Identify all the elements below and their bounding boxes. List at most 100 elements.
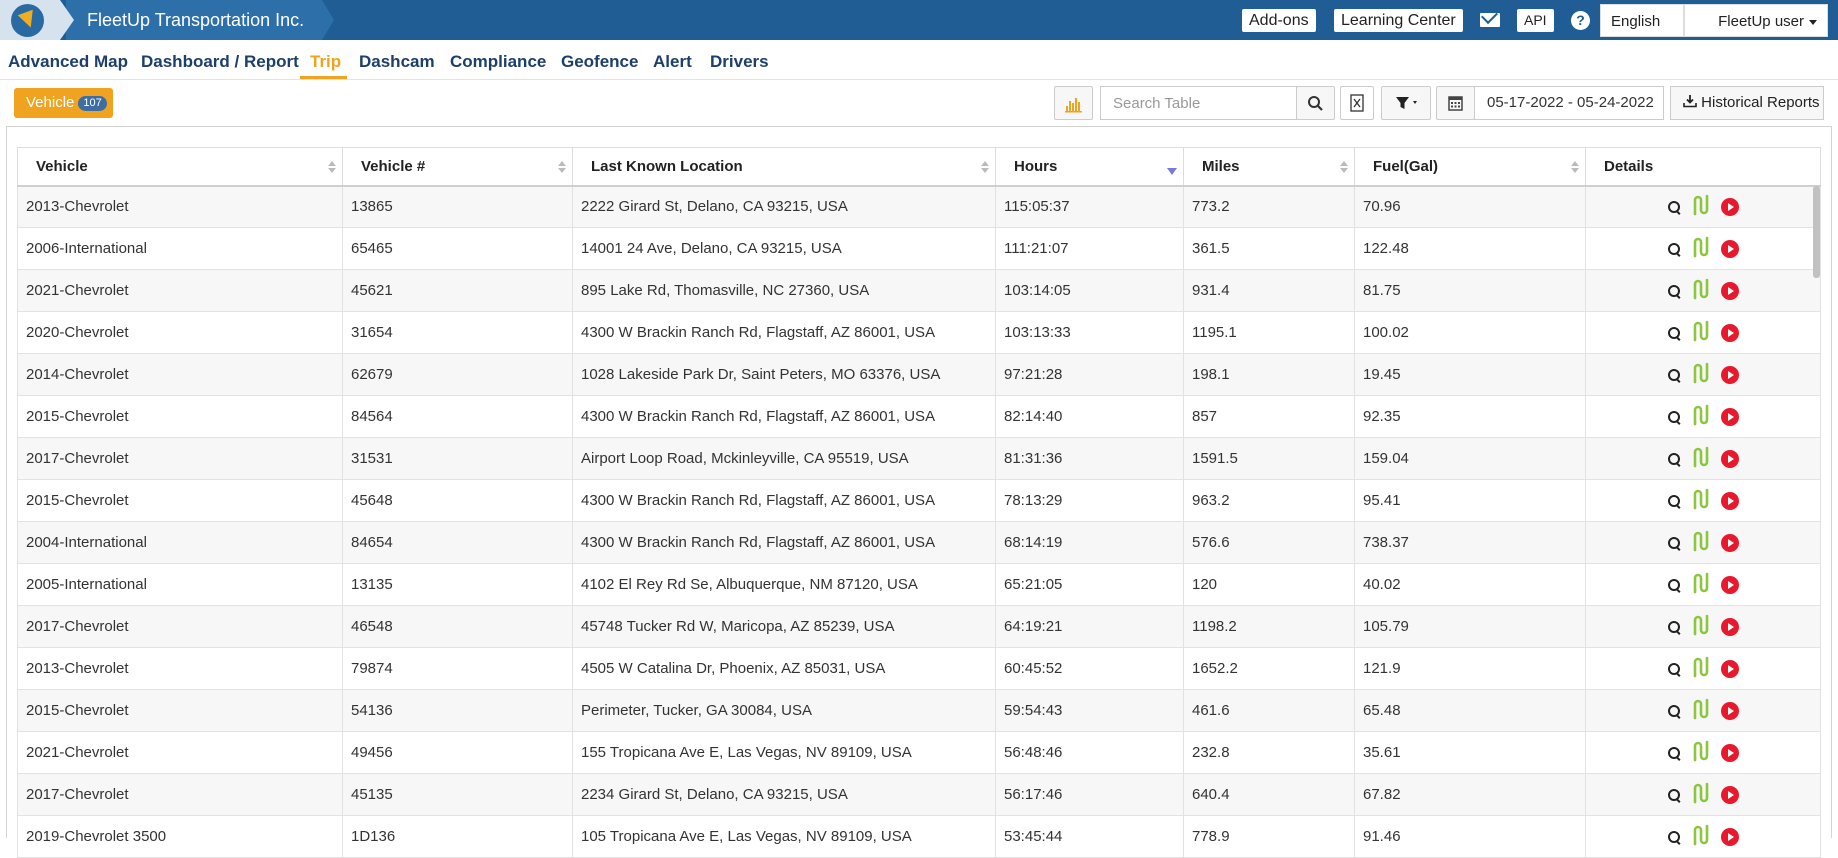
help-icon[interactable]: ? (1571, 11, 1590, 30)
table-row[interactable]: 2006-International 65465 14001 24 Ave, Del… (17, 227, 1821, 270)
search-icon[interactable] (1667, 368, 1681, 382)
play-icon[interactable] (1721, 659, 1739, 678)
table-row[interactable]: 2017-Chevrolet 45135 2234 Girard St, Delan… (17, 773, 1821, 816)
user-dropdown[interactable]: FleetUp user (1684, 4, 1828, 37)
nav-dashcam[interactable]: Dashcam (359, 52, 435, 71)
search-input[interactable] (1100, 86, 1297, 120)
search-icon[interactable] (1667, 788, 1681, 802)
route-icon[interactable] (1691, 278, 1711, 304)
table-row[interactable]: 2020-Chevrolet 31654 4300 W Brackin Ranch … (17, 311, 1821, 354)
route-icon[interactable] (1691, 404, 1711, 430)
mail-icon[interactable] (1480, 13, 1500, 27)
play-icon[interactable] (1721, 533, 1739, 552)
play-icon[interactable] (1721, 239, 1739, 258)
table-row[interactable]: 2015-Chevrolet 54136 Perimeter, Tucker, GA… (17, 689, 1821, 732)
play-icon[interactable] (1721, 449, 1739, 468)
search-icon[interactable] (1667, 410, 1681, 424)
column-header-miles[interactable]: Miles (1183, 147, 1355, 187)
play-icon[interactable] (1721, 827, 1739, 846)
route-icon[interactable] (1691, 362, 1711, 388)
cell-vehicle-number: 49456 (342, 731, 573, 774)
route-icon[interactable] (1691, 530, 1711, 556)
historical-reports-button[interactable]: Historical Reports (1670, 86, 1824, 120)
search-icon[interactable] (1667, 704, 1681, 718)
play-icon[interactable] (1721, 197, 1739, 216)
route-icon[interactable] (1691, 782, 1711, 808)
route-icon[interactable] (1691, 740, 1711, 766)
nav-geofence[interactable]: Geofence (561, 52, 639, 71)
nav-advanced-map[interactable]: Advanced Map (8, 52, 128, 71)
search-icon[interactable] (1667, 662, 1681, 676)
route-icon[interactable] (1691, 656, 1711, 682)
play-icon[interactable] (1721, 365, 1739, 384)
table-row[interactable]: 2005-International 13135 4102 El Rey Rd Se… (17, 563, 1821, 606)
addons-button[interactable]: Add-ons (1242, 9, 1316, 32)
play-icon[interactable] (1721, 617, 1739, 636)
table-row[interactable]: 2015-Chevrolet 45648 4300 W Brackin Ranch … (17, 479, 1821, 522)
column-header-vehicle-number[interactable]: Vehicle # (342, 147, 573, 187)
search-button[interactable] (1296, 86, 1335, 120)
route-icon[interactable] (1691, 320, 1711, 346)
column-header-fuel[interactable]: Fuel(Gal) (1354, 147, 1586, 187)
route-icon[interactable] (1691, 698, 1711, 724)
table-row[interactable]: 2021-Chevrolet 49456 155 Tropicana Ave E, … (17, 731, 1821, 774)
play-icon[interactable] (1721, 701, 1739, 720)
logo[interactable] (0, 0, 74, 40)
table-row[interactable]: 2004-International 84654 4300 W Brackin Ra… (17, 521, 1821, 564)
nav-dashboard-report[interactable]: Dashboard / Report (141, 52, 299, 71)
table-row[interactable]: 2014-Chevrolet 62679 1028 Lakeside Park Dr… (17, 353, 1821, 396)
table-row[interactable]: 2015-Chevrolet 84564 4300 W Brackin Ranch … (17, 395, 1821, 438)
play-icon[interactable] (1721, 743, 1739, 762)
search-icon[interactable] (1667, 326, 1681, 340)
route-icon[interactable] (1691, 194, 1711, 220)
route-icon[interactable] (1691, 488, 1711, 514)
date-range-field[interactable]: 05-17-2022 - 05-24-2022 (1474, 86, 1664, 120)
chart-button[interactable] (1054, 86, 1093, 120)
play-icon[interactable] (1721, 407, 1739, 426)
play-icon[interactable] (1721, 575, 1739, 594)
search-icon[interactable] (1667, 746, 1681, 760)
search-icon[interactable] (1667, 830, 1681, 844)
search-icon[interactable] (1667, 578, 1681, 592)
column-header-vehicle[interactable]: Vehicle (17, 147, 343, 187)
search-icon[interactable] (1667, 284, 1681, 298)
route-icon[interactable] (1691, 572, 1711, 598)
column-header-location[interactable]: Last Known Location (572, 147, 996, 187)
nav-trip[interactable]: Trip (310, 52, 342, 71)
table-row[interactable]: 2019-Chevrolet 3500 1D136 105 Tropicana Av… (17, 815, 1821, 858)
route-icon[interactable] (1691, 446, 1711, 472)
nav-compliance[interactable]: Compliance (450, 52, 547, 71)
route-icon[interactable] (1691, 614, 1711, 640)
nav-drivers[interactable]: Drivers (710, 52, 769, 71)
api-button[interactable]: API (1517, 9, 1554, 32)
search-icon[interactable] (1667, 200, 1681, 214)
column-header-hours[interactable]: Hours (995, 147, 1184, 187)
route-icon[interactable] (1691, 824, 1711, 850)
table-row[interactable]: 2013-Chevrolet 13865 2222 Girard St, Delan… (17, 185, 1821, 228)
route-icon[interactable] (1691, 236, 1711, 262)
cell-vehicle-number: 65465 (342, 227, 573, 270)
table-row[interactable]: 2017-Chevrolet 31531 Airport Loop Road, Mc… (17, 437, 1821, 480)
play-icon[interactable] (1721, 281, 1739, 300)
play-icon[interactable] (1721, 491, 1739, 510)
export-excel-button[interactable] (1340, 86, 1374, 120)
table-row[interactable]: 2021-Chevrolet 45621 895 Lake Rd, Thomasvi… (17, 269, 1821, 312)
language-dropdown[interactable]: English (1600, 4, 1684, 58)
calendar-button[interactable] (1436, 86, 1475, 120)
search-icon[interactable] (1667, 536, 1681, 550)
user-label: FleetUp user (1718, 13, 1804, 30)
search-icon[interactable] (1667, 242, 1681, 256)
nav-alert[interactable]: Alert (653, 52, 692, 71)
table-row[interactable]: 2013-Chevrolet 79874 4505 W Catalina Dr, P… (17, 647, 1821, 690)
filter-button[interactable] (1381, 86, 1431, 120)
search-icon[interactable] (1667, 620, 1681, 634)
vehicle-button[interactable]: Vehicle 107 (14, 88, 113, 118)
play-icon[interactable] (1721, 785, 1739, 804)
table-row[interactable]: 2017-Chevrolet 46548 45748 Tucker Rd W, Ma… (17, 605, 1821, 648)
table-scrollbar[interactable] (1813, 186, 1820, 278)
learning-center-button[interactable]: Learning Center (1334, 9, 1463, 32)
play-icon[interactable] (1721, 323, 1739, 342)
search-icon[interactable] (1667, 494, 1681, 508)
cell-location: 14001 24 Ave, Delano, CA 93215, USA (572, 227, 996, 270)
search-icon[interactable] (1667, 452, 1681, 466)
